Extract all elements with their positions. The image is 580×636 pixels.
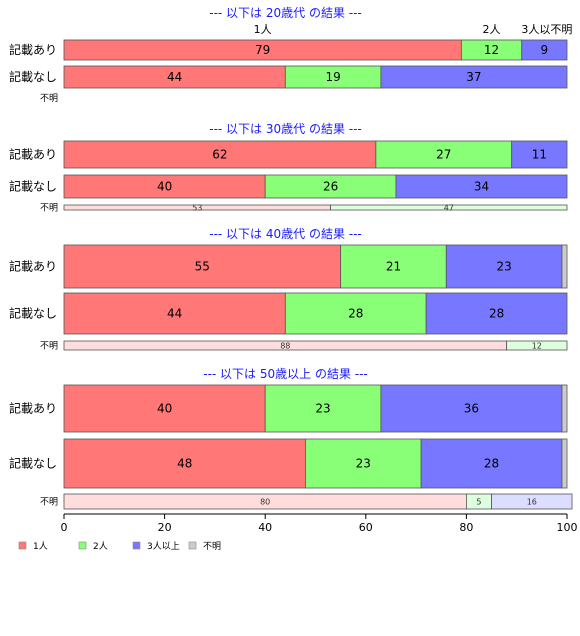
bar-segment-label: 28 <box>348 307 363 321</box>
row-label: 記載あり <box>9 42 57 57</box>
bar-segment <box>561 244 568 289</box>
column-header: 1人 <box>254 23 272 36</box>
panel-title: --- 以下は 30歳代 の結果 --- <box>209 122 362 136</box>
x-tick-label: 80 <box>459 521 473 534</box>
x-tick-label: 60 <box>359 521 373 534</box>
bar-segment <box>380 384 563 433</box>
row-label: 記載あり <box>9 147 57 162</box>
bar-segment-label: 88 <box>280 342 290 351</box>
row-label: 不明 <box>40 341 58 352</box>
bar-segment <box>395 174 568 199</box>
legend-label: 1人 <box>33 541 48 552</box>
row-label: 記載なし <box>9 306 57 321</box>
row-label: 不明 <box>40 93 58 104</box>
bar-segment-label: 53 <box>192 204 202 213</box>
bar-segment <box>330 204 568 211</box>
bar-segment <box>63 140 377 169</box>
bar-segment-label: 44 <box>167 307 182 321</box>
bar-segment-label: 23 <box>315 402 330 416</box>
bar-segment-label: 40 <box>157 402 172 416</box>
bar-segment-label: 28 <box>489 307 504 321</box>
bar-segment-label: 12 <box>484 43 499 57</box>
bar-segment <box>380 65 568 89</box>
bar-segment <box>264 384 382 433</box>
legend-swatch <box>188 541 197 550</box>
panel-title: --- 以下は 20歳代 の結果 --- <box>209 6 362 20</box>
bar-segment <box>561 384 568 433</box>
bar-segment-label: 23 <box>356 457 371 471</box>
bar-segment-label: 80 <box>260 498 270 507</box>
bar-segment-label: 19 <box>325 70 340 84</box>
legend-swatch <box>18 541 27 550</box>
bar-segment-label: 21 <box>386 260 401 274</box>
x-tick-label: 0 <box>61 521 68 534</box>
bar-segment <box>425 292 568 335</box>
bar-segment-label: 44 <box>167 70 182 84</box>
legend-label: 2人 <box>93 541 108 552</box>
bar-segment-label: 37 <box>466 70 481 84</box>
bar-segment-label: 16 <box>527 498 537 507</box>
row-label: 記載あり <box>9 401 57 416</box>
x-tick-label: 100 <box>557 521 578 534</box>
row-label: 不明 <box>40 497 58 508</box>
row-label: 記載なし <box>9 69 57 84</box>
legend-swatch <box>78 541 87 550</box>
bar-segment-label: 34 <box>474 180 489 194</box>
bar-segment <box>420 438 563 489</box>
bar-segment-label: 26 <box>323 180 338 194</box>
bar-segment <box>511 140 568 169</box>
bar-segment <box>521 39 568 61</box>
bar-segment-label: 23 <box>496 260 511 274</box>
column-header: 3人以不明 <box>521 23 572 36</box>
panel-title: --- 以下は 40歳代 の結果 --- <box>209 227 362 241</box>
row-label: 記載なし <box>9 456 57 471</box>
column-header: 2人 <box>483 23 501 36</box>
bar-segment <box>561 438 568 489</box>
panel-title: --- 以下は 50歳以上 の結果 --- <box>203 367 368 381</box>
bar-segment-label: 36 <box>464 402 479 416</box>
row-label: 記載あり <box>9 259 57 274</box>
bar-segment-label: 28 <box>484 457 499 471</box>
bar-segment <box>491 493 573 510</box>
bar-segment-label: 5 <box>476 498 481 507</box>
bar-segment-label: 9 <box>541 43 549 57</box>
legend-label: 3人以上 <box>147 541 180 552</box>
bar-segment <box>63 384 266 433</box>
x-tick-label: 40 <box>258 521 272 534</box>
bar-segment-label: 62 <box>212 148 227 162</box>
bar-segment-label: 40 <box>157 180 172 194</box>
bar-segment <box>375 140 513 169</box>
bar-segment <box>63 292 286 335</box>
bar-segment-label: 47 <box>444 204 454 213</box>
x-tick-label: 20 <box>158 521 172 534</box>
row-label: 不明 <box>40 203 58 214</box>
bar-segment-label: 79 <box>255 43 270 57</box>
bar-segment <box>340 244 447 289</box>
bar-segment-label: 55 <box>195 260 210 274</box>
bar-segment-label: 27 <box>436 148 451 162</box>
bar-segment-label: 11 <box>532 148 547 162</box>
legend-swatch <box>132 541 141 550</box>
bar-segment <box>445 244 563 289</box>
legend-label: 不明 <box>203 541 221 552</box>
bar-segment-label: 12 <box>532 342 542 351</box>
bar-segment <box>506 340 568 351</box>
bar-segment-label: 48 <box>177 457 192 471</box>
row-label: 記載なし <box>9 179 57 194</box>
bar-segment <box>63 438 306 489</box>
